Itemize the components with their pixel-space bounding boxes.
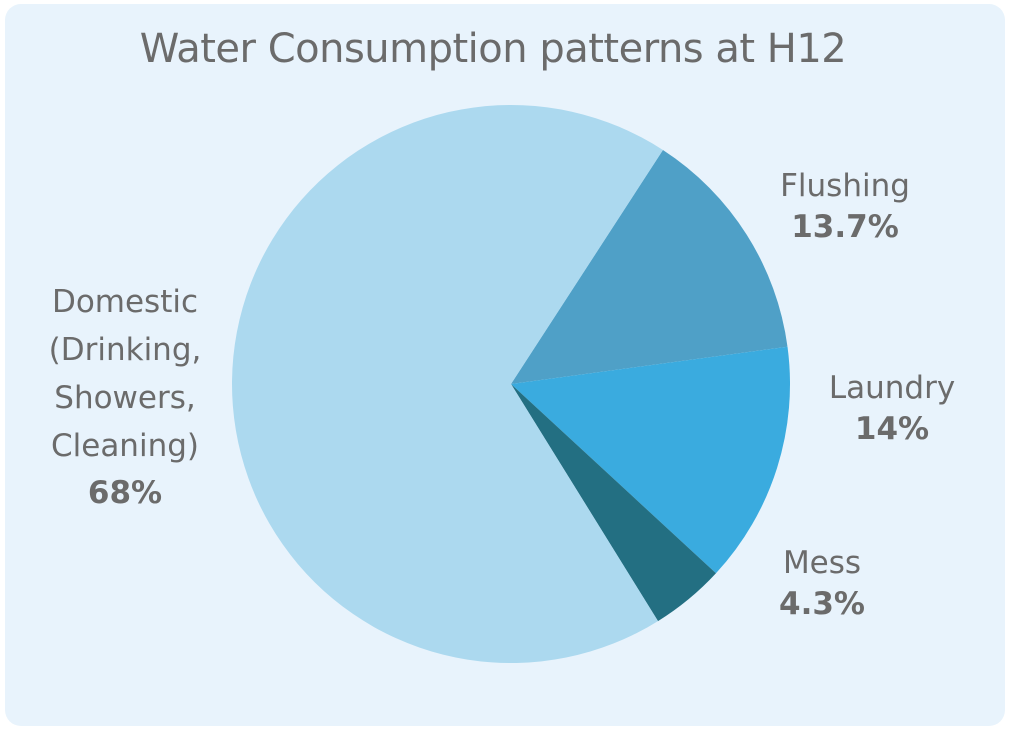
slice-name-laundry: Laundry — [828, 370, 956, 406]
chart-title: Water Consumption patterns at H12 — [139, 26, 847, 72]
slice-label-mess: Mess 4.3% — [762, 545, 882, 627]
slice-percent-mess: 4.3% — [779, 586, 865, 622]
slice-name-mess: Mess — [782, 545, 862, 581]
pie-slice-mess — [511, 384, 716, 622]
slice-percent-flushing: 13.7% — [791, 209, 899, 245]
slice-name-domestic: Domestic (Drinking, Showers, Cleaning) — [48, 284, 202, 464]
pie-slice-laundry — [511, 346, 791, 574]
slice-name-flushing: Flushing — [780, 168, 910, 204]
slice-label-domestic: Domestic (Drinking, Showers, Cleaning) 6… — [30, 278, 220, 516]
slice-label-laundry: Laundry 14% — [812, 370, 972, 452]
pie-slice-domestic — [231, 105, 663, 664]
slice-label-flushing: Flushing 13.7% — [760, 168, 930, 250]
pie-slice-flushing — [511, 150, 788, 384]
slice-percent-laundry: 14% — [854, 411, 930, 447]
slice-percent-domestic: 68% — [87, 475, 163, 511]
